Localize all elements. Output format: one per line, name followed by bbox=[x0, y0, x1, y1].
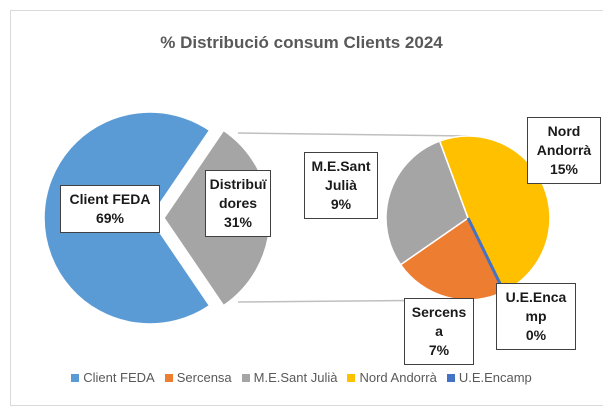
legend-entry: M.E.Sant Julià bbox=[241, 370, 338, 385]
pie-slice bbox=[399, 216, 505, 301]
pie-slice bbox=[438, 135, 551, 293]
legend-swatch bbox=[71, 373, 80, 382]
data-label: Client FEDA 69% bbox=[60, 185, 160, 233]
chart-border bbox=[10, 10, 603, 406]
data-label: M.E.Sant Julià 9% bbox=[304, 152, 378, 219]
data-label-name: Client FEDA bbox=[69, 191, 151, 207]
legend-entry: Nord Andorrà bbox=[347, 370, 437, 385]
data-label-name: M.E.Sant Julià bbox=[311, 158, 371, 193]
legend-swatch bbox=[347, 373, 356, 382]
data-label: Sercensa 7% bbox=[404, 298, 474, 365]
data-label-name: U.E.Encamp bbox=[505, 289, 567, 324]
legend-label: Sercensa bbox=[176, 370, 232, 385]
legend-label: Client FEDA bbox=[83, 370, 155, 385]
data-label-name: Nord Andorrà bbox=[536, 123, 592, 158]
legend-label: U.E.Encamp bbox=[458, 370, 532, 385]
data-label-value: 7% bbox=[428, 342, 450, 358]
legend: Client FEDA Sercensa M.E.Sant Julià Nord An… bbox=[0, 370, 603, 385]
data-label-value: 9% bbox=[330, 196, 352, 212]
data-label-value: 0% bbox=[525, 327, 547, 343]
legend-swatch bbox=[446, 373, 455, 382]
pie-slice bbox=[385, 140, 469, 266]
legend-entry: Sercensa bbox=[164, 370, 232, 385]
legend-label: M.E.Sant Julià bbox=[253, 370, 338, 385]
legend-label: Nord Andorrà bbox=[359, 370, 437, 385]
data-label: Distribuïdores 31% bbox=[205, 170, 271, 237]
data-label: U.E.Encamp 0% bbox=[496, 283, 576, 350]
connector-line bbox=[237, 132, 469, 137]
chart-title: % Distribució consum Clients 2024 bbox=[160, 33, 443, 52]
data-label-name: Sercensa bbox=[411, 304, 467, 339]
legend-swatch bbox=[164, 373, 173, 382]
data-label: Nord Andorrà 15% bbox=[527, 117, 601, 184]
legend-swatch bbox=[241, 373, 250, 382]
data-label-value: 31% bbox=[223, 214, 253, 230]
legend-entry: Client FEDA bbox=[71, 370, 155, 385]
data-label-value: 15% bbox=[549, 161, 579, 177]
data-label-name: Distribuïdores bbox=[209, 176, 267, 211]
data-label-value: 69% bbox=[95, 210, 125, 226]
legend-entry: U.E.Encamp bbox=[446, 370, 532, 385]
